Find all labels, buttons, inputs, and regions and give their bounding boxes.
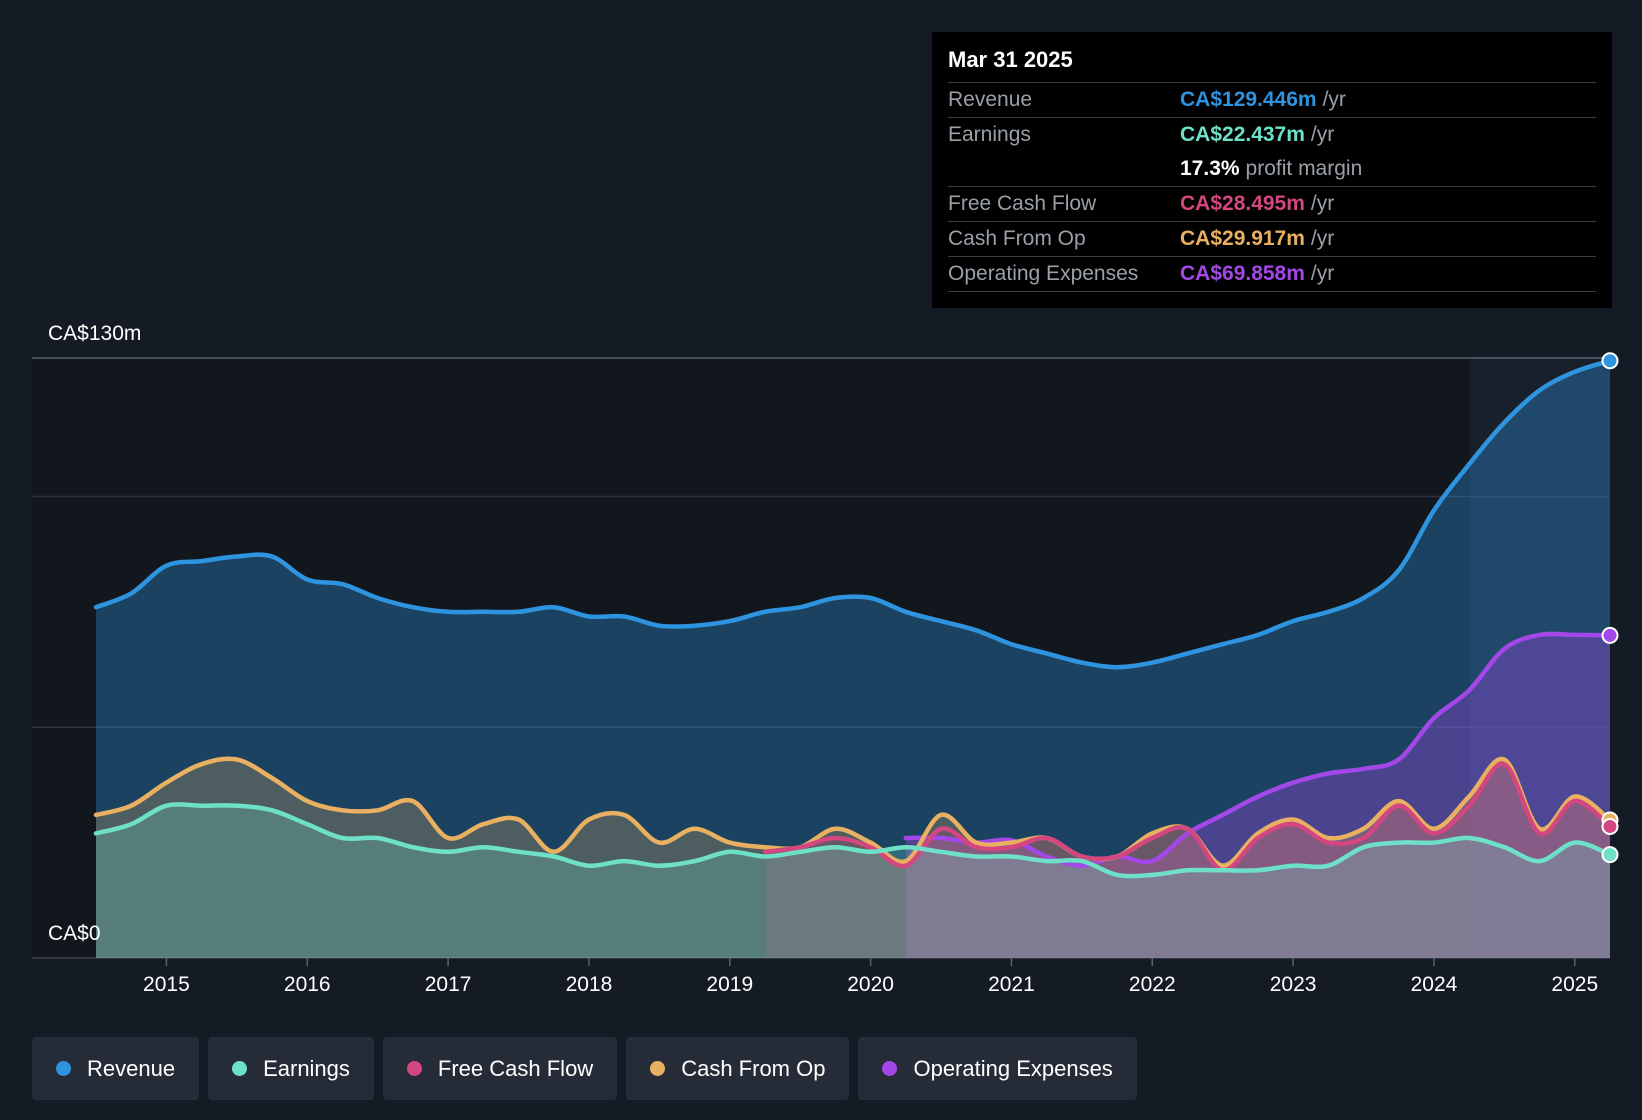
tooltip-label: Revenue	[948, 88, 1033, 111]
x-tick-label: 2018	[566, 973, 613, 996]
x-tick-label: 2023	[1270, 973, 1317, 996]
point-free-cash-flow-latest	[1601, 817, 1619, 835]
area-earnings	[96, 804, 1610, 958]
legend-item-operating-expenses[interactable]: Operating Expenses	[858, 1037, 1137, 1100]
tooltip-value: CA$69.858m	[1180, 262, 1305, 285]
point-earnings-latest	[1601, 846, 1619, 864]
x-tick-label: 2022	[1129, 973, 1176, 996]
legend-label: Earnings	[263, 1055, 350, 1081]
x-tick-label: 2019	[706, 973, 753, 996]
tooltip-unit: profit margin	[1245, 157, 1363, 180]
line-cash-from-op	[93, 756, 1613, 868]
area-free-cash-flow	[765, 763, 1610, 958]
tooltip-value: CA$29.917m	[1180, 227, 1305, 250]
tooltip-label: Earnings	[948, 123, 1031, 146]
line-earnings	[93, 802, 1613, 879]
legend-item-free-cash-flow[interactable]: Free Cash Flow	[382, 1037, 618, 1100]
tooltip-unit: /yr	[1310, 192, 1335, 215]
y-axis-bottom-label: CA$0	[48, 922, 101, 945]
x-tick-label: 2017	[425, 973, 472, 996]
legend-dot-icon	[232, 1061, 248, 1076]
line-free-cash-flow	[762, 761, 1613, 873]
tooltip-row-fcf: Free Cash Flow CA$28.495m /yr	[948, 186, 1596, 221]
area-operating-expenses	[905, 633, 1610, 958]
point-operating-expenses-latest	[1601, 626, 1619, 644]
legend-label: Revenue	[87, 1055, 176, 1081]
legend-dot-icon	[406, 1061, 422, 1076]
x-tick-label: 2015	[143, 973, 190, 996]
tooltip-unit: /yr	[1310, 123, 1335, 146]
legend-dot-icon	[56, 1061, 71, 1076]
tooltip-row-earnings: Earnings CA$22.437m /yr	[948, 117, 1596, 152]
tooltip-row-margin: 17.3% profit margin	[948, 152, 1596, 186]
tooltip: Mar 31 2025 Revenue CA$129.446m /yr Earn…	[932, 32, 1612, 308]
legend-item-revenue[interactable]: Revenue	[32, 1037, 200, 1100]
legend-dot-icon	[882, 1061, 898, 1076]
legend: Revenue Earnings Free Cash Flow Cash Fro…	[32, 1037, 1137, 1100]
tooltip-row-revenue: Revenue CA$129.446m /yr	[948, 82, 1596, 117]
line-revenue	[93, 358, 1613, 670]
tooltip-unit: /yr	[1322, 88, 1346, 111]
x-tick-label: 2020	[847, 973, 894, 996]
legend-item-cash-from-op[interactable]: Cash From Op	[626, 1037, 850, 1100]
tooltip-label: Operating Expenses	[948, 262, 1139, 285]
legend-label: Operating Expenses	[913, 1055, 1113, 1081]
x-tick-label: 2016	[284, 973, 331, 996]
tooltip-unit: /yr	[1310, 262, 1335, 285]
tooltip-label: Cash From Op	[948, 227, 1086, 250]
tooltip-value: CA$129.446m	[1180, 88, 1317, 111]
chart-past-region	[32, 358, 1470, 958]
x-tick-label: 2024	[1411, 973, 1458, 996]
tooltip-date: Mar 31 2025	[948, 47, 1073, 72]
tooltip-label: Free Cash Flow	[948, 192, 1097, 215]
y-axis-top-label: CA$130m	[48, 322, 141, 345]
legend-label: Cash From Op	[681, 1055, 826, 1081]
tooltip-unit: /yr	[1310, 227, 1335, 250]
point-revenue-latest	[1601, 352, 1619, 370]
x-tick-label: 2021	[988, 973, 1035, 996]
tooltip-row-cfo: Cash From Op CA$29.917m /yr	[948, 221, 1596, 256]
legend-label: Free Cash Flow	[437, 1055, 594, 1081]
legend-dot-icon	[650, 1061, 666, 1076]
tooltip-value: 17.3%	[1180, 157, 1240, 180]
tooltip-value: CA$28.495m	[1180, 192, 1305, 215]
area-cash-from-op	[96, 758, 1610, 958]
tooltip-row-opex: Operating Expenses CA$69.858m /yr	[948, 256, 1596, 292]
legend-item-earnings[interactable]: Earnings	[208, 1037, 374, 1100]
tooltip-value: CA$22.437m	[1180, 123, 1305, 146]
tooltip-label	[948, 154, 1180, 184]
x-tick-label: 2025	[1551, 973, 1598, 996]
